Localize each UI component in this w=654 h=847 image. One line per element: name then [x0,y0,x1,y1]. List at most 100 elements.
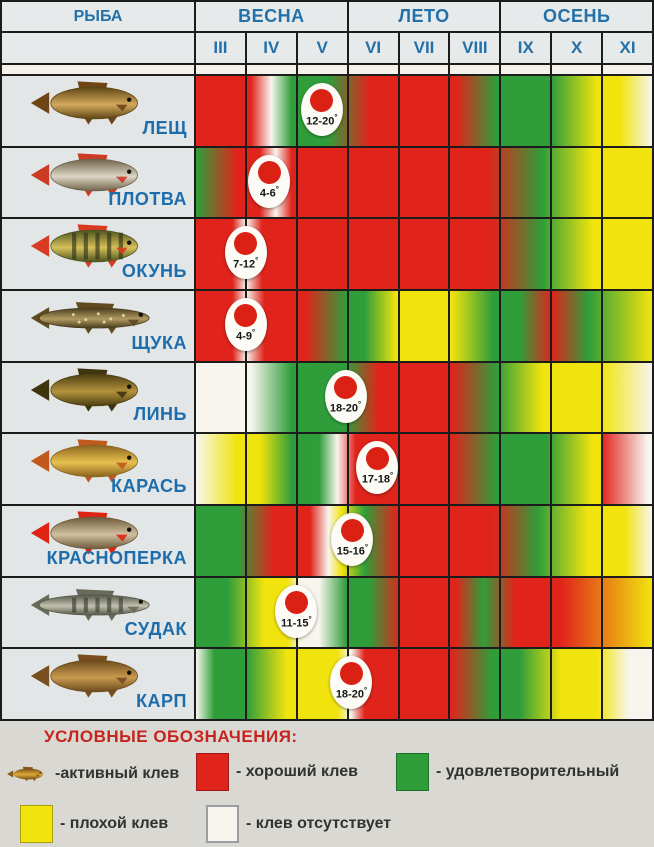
fish-image [6,651,174,701]
fish-name: ЩУКА [131,332,187,353]
month-label: X [571,38,583,57]
legend-item-label: - клев отсутствует [246,815,392,832]
fish-row: ОКУНЬ 7-12° [2,219,652,292]
float-dot-icon [257,160,281,184]
month-cell [603,434,652,504]
fish-label-cell: ОКУНЬ [2,219,196,290]
fish-image [6,580,174,630]
temperature-value: 7-12 [233,259,256,271]
month-header-row: III IV V VI VII VIII IX X XI [2,33,653,65]
month-cell [552,506,604,576]
month-cell [501,147,553,218]
month-cell [247,506,298,576]
fish-label-cell: ПЛОТВА [2,147,196,218]
spacer-cell [399,65,451,76]
month-cell [247,219,298,290]
activity-band: 4-9° [196,291,652,361]
month-cell [552,147,604,218]
month-cell [298,147,349,218]
degree-symbol: ° [364,543,369,553]
month-cell [298,219,349,290]
active-bite-marker: 4-9° [224,298,267,352]
month-cell [603,578,652,648]
yellow-swatch [20,805,53,843]
legend-title: УСЛОВНЫЕ ОБОЗНАЧЕНИЯ: [44,727,298,746]
activity-band: 18-20° [196,362,652,433]
temperature-label: 4-9° [225,329,267,343]
month-cell [349,291,400,361]
fish-image [6,508,174,558]
fish-row: КРАСНОПЕРКА 15-16° [2,506,652,578]
month-cell [349,577,400,648]
active-bite-marker: 4-6° [248,154,291,208]
month-cell [400,362,451,433]
header-grid-spacer [2,65,653,76]
float-dot-icon [365,447,389,471]
month-header: IX [501,33,553,65]
month-cell [501,506,553,576]
month-grid-lines [196,147,652,218]
month-cell [501,434,553,505]
green-swatch [396,753,429,791]
fish-image [6,365,174,415]
temperature-value: 15-16 [336,545,365,558]
month-cell [349,434,400,505]
activity-band: 4-6° [196,147,652,218]
season-label: ЛЕТО [398,6,450,26]
month-cell [450,147,502,218]
month-cell [400,506,451,576]
fish-name: КАРП [136,691,187,712]
spacer-cell [603,65,653,76]
month-cell [247,362,298,433]
legend-item-active-bite: -активный клев [6,753,179,795]
month-label: VII [413,38,435,57]
legend-item-satisfactory-bite: - удовлетворительный [396,753,619,791]
spacer-label-cell [2,65,196,76]
temperature-label: 11-15° [275,615,317,630]
month-cell [196,649,247,720]
month-cell [552,362,604,433]
month-cell [247,434,298,505]
month-cell [400,219,451,290]
month-cell [349,76,400,146]
spacer-cell [196,65,247,76]
month-cell [196,577,247,648]
month-cell [349,219,400,290]
legend-item-poor-bite: - плохой клев [20,805,168,843]
temperature-label: 18-20° [325,399,367,415]
month-cell [501,219,553,290]
month-header: VIII [450,33,502,65]
month-label: VIII [462,38,488,57]
temperature-value: 11-15 [280,617,309,630]
month-cell [552,76,604,146]
month-grid-lines [196,362,652,433]
fish-row: КАРП 18-20° [2,649,652,722]
float-dot-icon [339,662,363,686]
month-cell [450,362,502,433]
active-bite-marker: 15-16° [331,513,374,567]
spacer-cell [297,65,349,76]
month-cell [450,76,502,146]
spacer-cell [348,65,400,76]
month-cell [501,577,553,648]
legend-item-label: - плохой клев [60,815,169,832]
temperature-label: 18-20° [330,687,372,701]
fish-image [6,293,174,343]
active-bite-marker: 17-18° [356,441,399,495]
month-cell [450,577,502,648]
legend-item-label: -активный клев [55,765,180,782]
fish-name: КАРАСЬ [111,476,187,497]
month-cell [501,76,553,146]
legend-item-label: - удовлетворительный [436,763,620,780]
month-cell [247,649,298,720]
active-bite-marker: 18-20° [324,369,367,423]
month-cell [349,506,400,576]
fish-image [6,150,174,200]
month-cell [501,649,553,720]
month-header: V [297,33,349,65]
month-cell [400,577,451,648]
spacer-cell [450,65,502,76]
degree-symbol: ° [358,399,362,409]
activity-band: 11-15° [196,577,652,648]
